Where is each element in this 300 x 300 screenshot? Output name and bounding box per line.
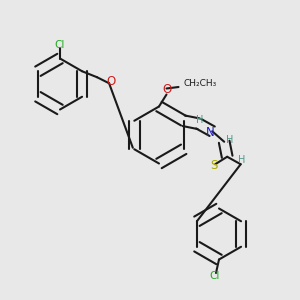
Text: H: H [226,135,233,145]
Text: O: O [162,83,171,97]
Text: H: H [238,155,246,165]
Text: H: H [196,115,204,125]
Text: S: S [210,159,218,172]
Text: Cl: Cl [55,40,65,50]
Text: N: N [206,126,215,139]
Text: Cl: Cl [209,271,220,281]
Text: O: O [106,75,115,88]
Text: CH₂CH₃: CH₂CH₃ [183,80,216,88]
